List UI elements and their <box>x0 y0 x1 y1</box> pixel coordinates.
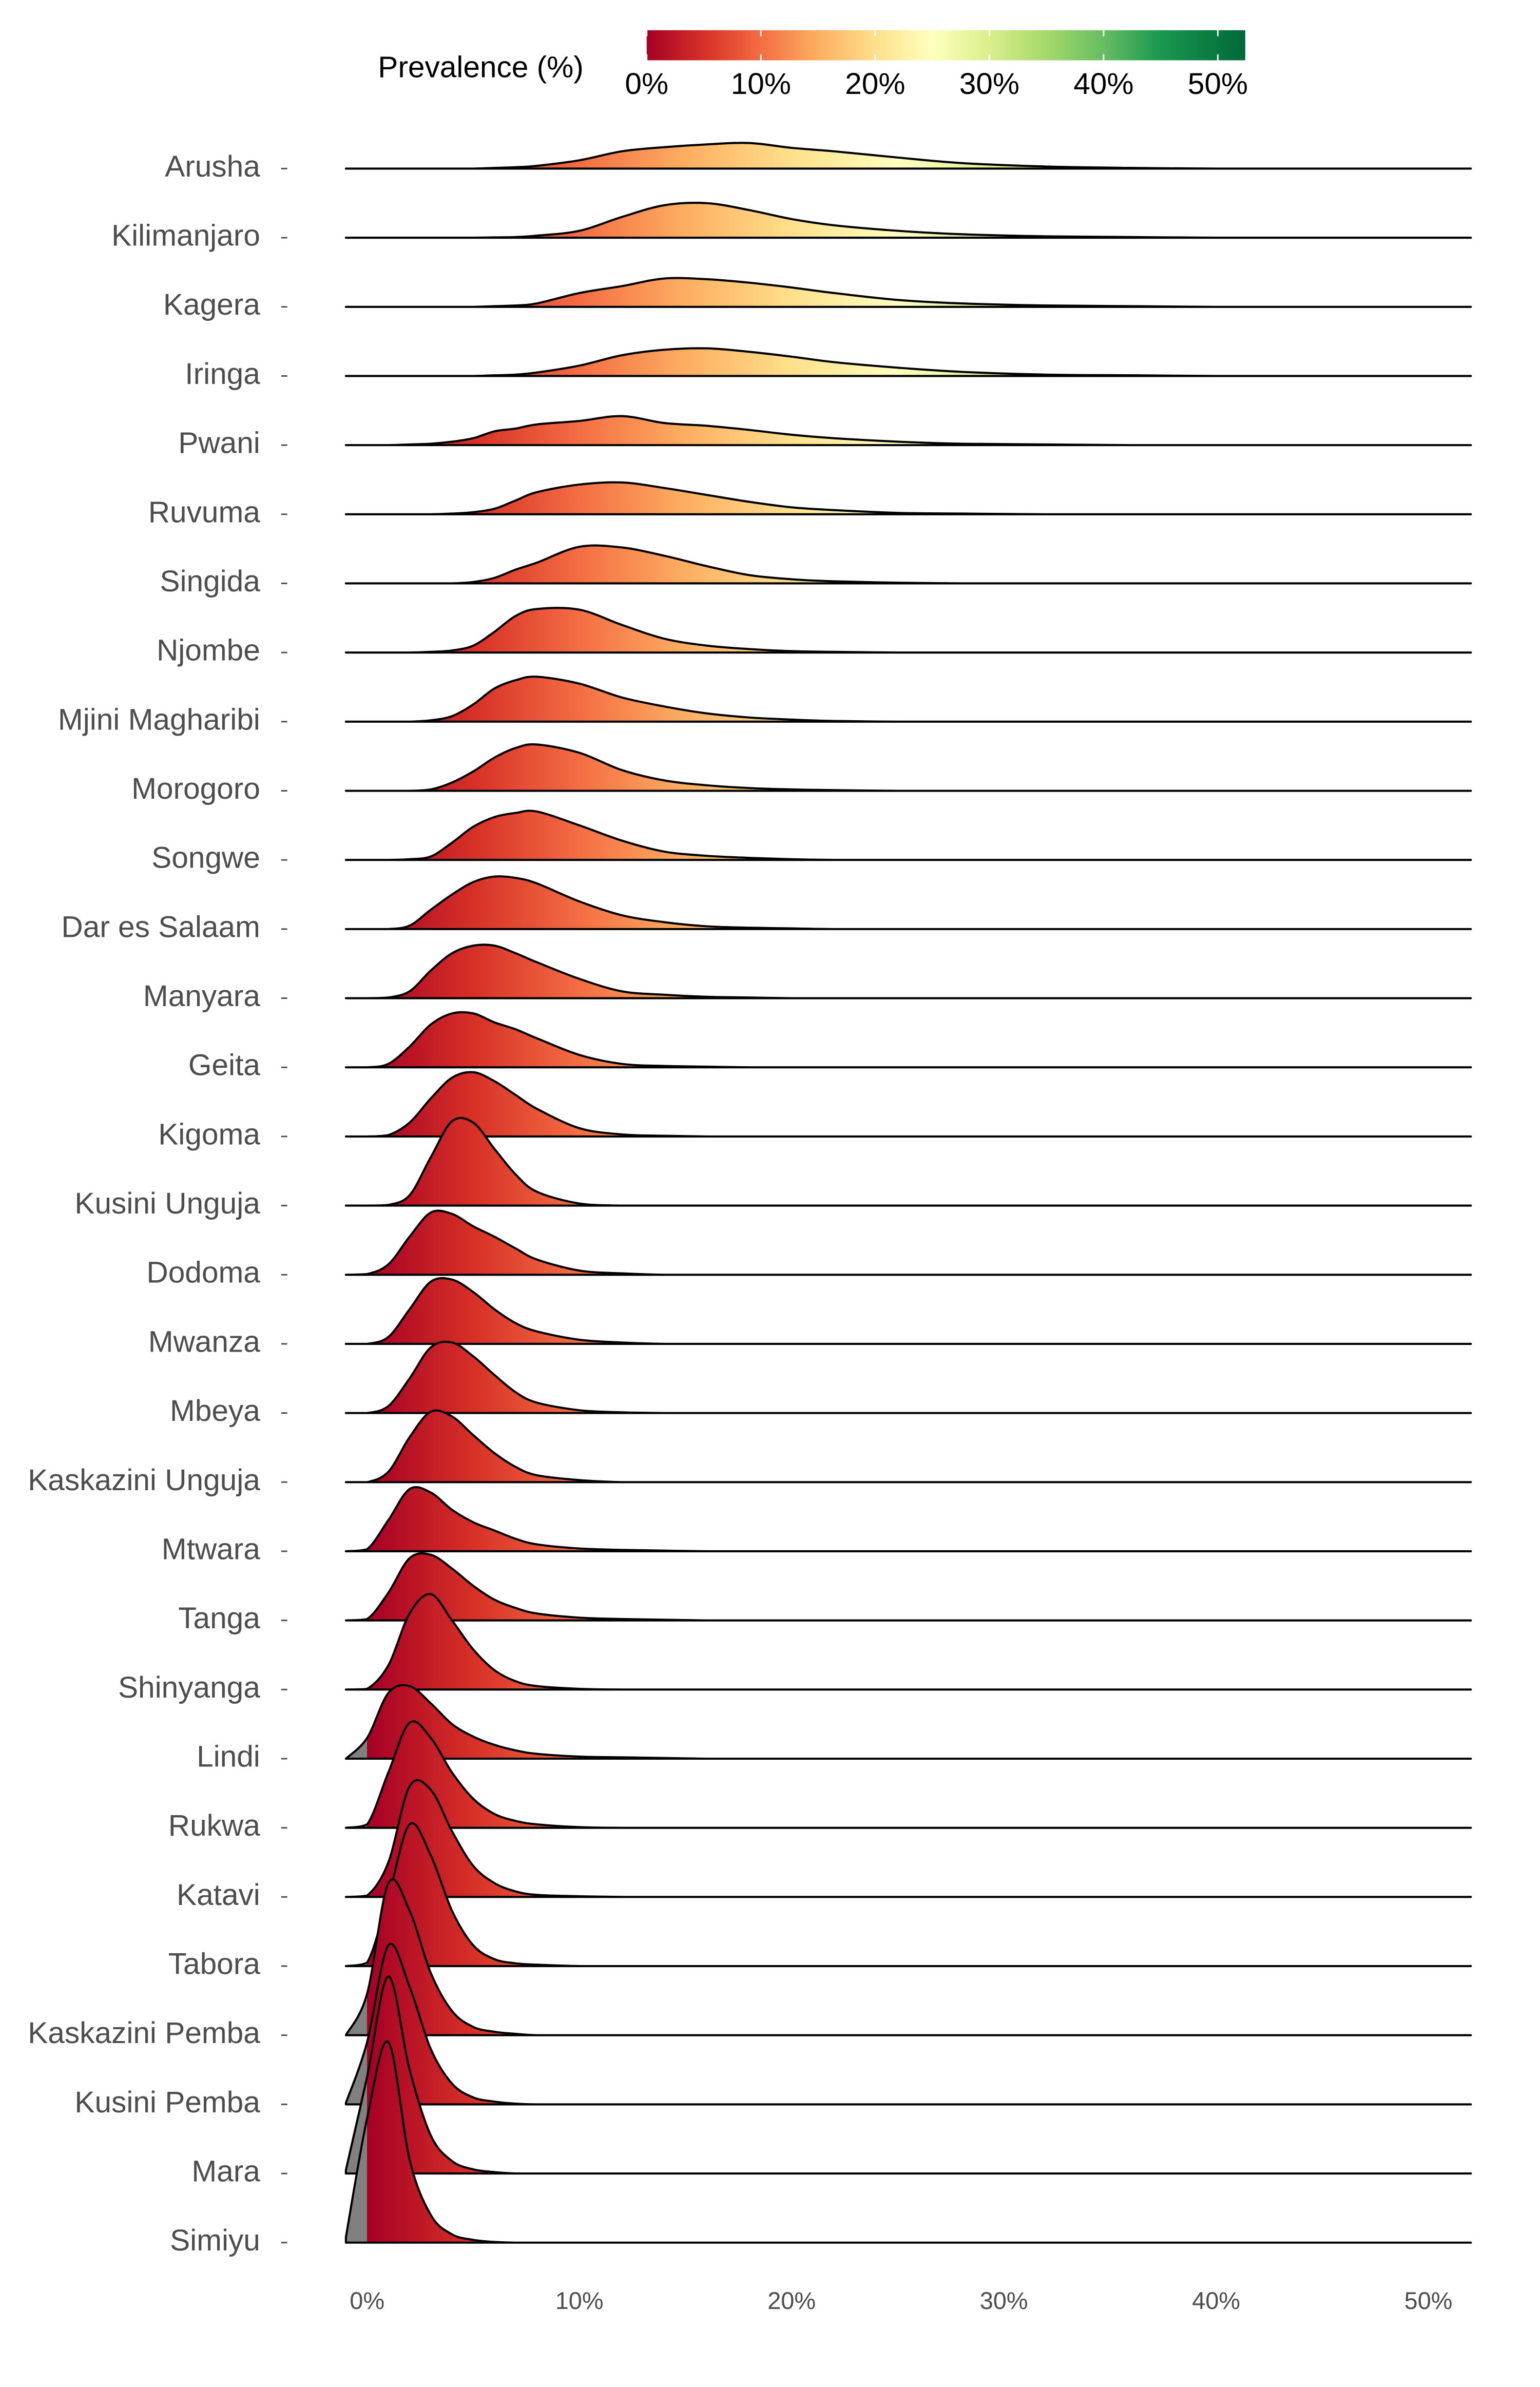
x-tick-label: 50% <box>1404 2287 1453 2314</box>
y-tick-label: Kaskazini Unguja <box>28 1464 260 1497</box>
y-tick-label: Kilimanjaro <box>111 219 260 253</box>
colorbar-title: Prevalence (%) <box>378 51 583 84</box>
y-tick-label: Mbeya <box>170 1394 260 1428</box>
ridge <box>344 1277 1472 1345</box>
ridge <box>344 202 1472 239</box>
ridge <box>344 1209 1472 1276</box>
x-tick-label: 30% <box>980 2287 1028 2314</box>
y-tick-label: Kusini Pemba <box>74 2086 260 2119</box>
y-tick-label: Simiyu <box>170 2224 260 2257</box>
ridge <box>344 277 1472 308</box>
ridge <box>344 544 1472 585</box>
y-tick-label: Kaskazini Pemba <box>28 2016 260 2050</box>
ridge <box>344 743 1472 792</box>
y-tick-label: Shinyanga <box>118 1671 260 1704</box>
y-tick-label: Kusini Unguja <box>74 1187 260 1220</box>
ridge <box>344 1552 1472 1622</box>
y-tick-label: Singida <box>160 565 260 598</box>
colorbar-tick-label: 40% <box>1073 67 1133 101</box>
x-tick-label: 20% <box>767 2287 816 2314</box>
colorbar-tick-label: 0% <box>625 67 668 101</box>
ridge <box>344 1486 1472 1553</box>
colorbar-tick-label: 20% <box>845 67 905 101</box>
y-tick-label: Lindi <box>197 1740 260 1773</box>
y-tick-label: Manyara <box>143 979 260 1013</box>
y-tick-label: Njombe <box>157 634 260 667</box>
y-tick-label: Mtwara <box>162 1532 260 1566</box>
ridge <box>344 1975 1472 2175</box>
ridge <box>344 1593 1472 1691</box>
colorbar-tick-label: 50% <box>1188 67 1248 101</box>
y-tick-label: Tanga <box>178 1602 260 1635</box>
x-tick-label: 10% <box>555 2287 604 2314</box>
y-tick-label: Ruvuma <box>148 495 261 529</box>
ridge <box>344 944 1472 999</box>
y-tick-label: Tabora <box>168 1948 261 1981</box>
y-tick-label: Mwanza <box>148 1325 261 1358</box>
y-tick-label: Songwe <box>151 841 260 875</box>
y-tick-label: Morogoro <box>131 772 260 805</box>
ridge <box>344 1878 1472 2036</box>
ridge <box>344 1340 1472 1414</box>
ridge <box>344 415 1472 447</box>
y-tick-label: Dodoma <box>146 1256 260 1289</box>
y-tick-label: Pwani <box>178 427 260 460</box>
colorbar <box>646 30 1245 61</box>
y-tick-label: Kagera <box>163 288 260 321</box>
ridge <box>344 1720 1472 1829</box>
ridge <box>344 810 1472 861</box>
colorbar-tick-label: 30% <box>959 67 1019 101</box>
ridge <box>344 142 1472 170</box>
ridge <box>344 1011 1472 1069</box>
ridge <box>344 1684 1472 1760</box>
ridge <box>344 1116 1472 1207</box>
y-tick-label: Arusha <box>165 150 260 183</box>
ridge <box>344 607 1472 654</box>
y-tick-label: Dar es Salaam <box>61 910 260 944</box>
ridge <box>344 347 1472 377</box>
ridge <box>344 481 1472 515</box>
ridge <box>344 2040 1472 2244</box>
y-tick-label: Rukwa <box>168 1809 260 1842</box>
y-tick-label: Mjini Magharibi <box>58 703 260 736</box>
ridge <box>344 1779 1472 1898</box>
y-tick-label: Mara <box>191 2155 260 2188</box>
x-tick-label: 0% <box>350 2287 384 2314</box>
x-tick-label: 40% <box>1192 2287 1240 2314</box>
ridge <box>344 1409 1472 1484</box>
y-tick-label: Katavi <box>177 1878 260 1912</box>
ridge <box>344 676 1472 723</box>
y-tick-label: Geita <box>188 1049 260 1082</box>
y-tick-label: Iringa <box>185 357 260 391</box>
ridge <box>344 1822 1472 1968</box>
ridge <box>344 875 1472 930</box>
y-tick-label: Kigoma <box>158 1118 260 1151</box>
ridge <box>344 1942 1472 2106</box>
colorbar-tick-label: 10% <box>731 67 791 101</box>
